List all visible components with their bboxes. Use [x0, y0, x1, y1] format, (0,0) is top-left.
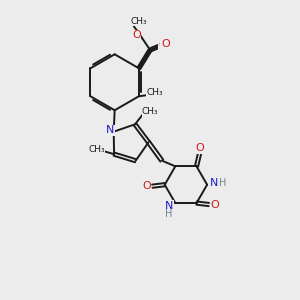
Text: H: H — [219, 178, 226, 188]
Text: O: O — [158, 40, 167, 50]
Text: N: N — [165, 201, 173, 211]
Text: CH₃: CH₃ — [142, 107, 159, 116]
Text: O: O — [210, 200, 219, 209]
Text: H: H — [165, 209, 172, 219]
Text: CH₃: CH₃ — [130, 17, 147, 26]
Text: CH₃: CH₃ — [146, 88, 163, 97]
Text: O: O — [161, 39, 170, 49]
Text: O: O — [142, 181, 151, 191]
Text: O: O — [195, 143, 204, 153]
Text: N: N — [106, 125, 114, 135]
Text: O: O — [132, 30, 141, 40]
Text: CH₃: CH₃ — [88, 145, 105, 154]
Text: N: N — [209, 178, 218, 188]
